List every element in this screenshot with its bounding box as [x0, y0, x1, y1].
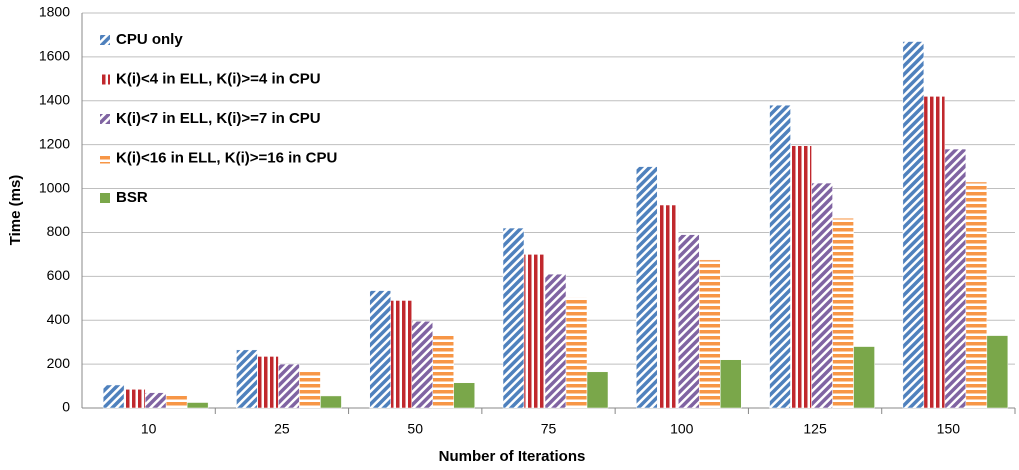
bar: [236, 349, 258, 409]
legend-label: CPU only: [116, 31, 183, 48]
legend-swatch: [100, 193, 110, 203]
y-tick-label: 1400: [39, 91, 70, 107]
bar: [523, 254, 546, 409]
bar: [657, 204, 679, 409]
legend-label: K(i)<4 in ELL, K(i)>=4 in CPU: [116, 70, 321, 87]
bar: [144, 392, 167, 409]
bar: [769, 104, 791, 409]
x-tick-label: 25: [274, 421, 290, 437]
y-tick-label: 1600: [39, 48, 70, 64]
x-tick-label: 125: [803, 421, 827, 437]
bar: [165, 394, 188, 409]
bar: [123, 389, 146, 409]
bar: [811, 182, 833, 409]
legend-label: BSR: [116, 189, 148, 206]
x-tick-label: 50: [407, 421, 423, 437]
bar: [544, 273, 567, 409]
y-tick-label: 200: [47, 355, 71, 371]
bar: [278, 363, 300, 409]
legend-swatch: [100, 74, 110, 85]
y-tick-label: 400: [47, 311, 71, 327]
y-tick-label: 1200: [39, 135, 70, 151]
bar: [853, 346, 875, 409]
bar: [986, 335, 1009, 409]
legend-label: K(i)<16 in ELL, K(i)>=16 in CPU: [116, 149, 337, 166]
bar: [369, 290, 391, 409]
bar: [320, 395, 342, 409]
bar: [944, 148, 967, 409]
legend-swatch: [100, 114, 110, 124]
bar: [502, 227, 525, 409]
x-tick-label: 10: [141, 421, 157, 437]
legend-swatch: [100, 153, 110, 164]
bar: [565, 296, 588, 409]
bar: [720, 359, 742, 409]
bar: [432, 335, 454, 409]
bar: [832, 217, 854, 409]
bar: [678, 234, 700, 409]
bar: [453, 382, 475, 409]
bar: [965, 181, 988, 409]
bar: [923, 96, 946, 409]
x-tick-label: 75: [541, 421, 557, 437]
x-tick-label: 100: [670, 421, 694, 437]
legend-swatch: [100, 35, 110, 45]
bar: [790, 145, 812, 409]
bar: [586, 371, 609, 409]
bar: [102, 384, 125, 409]
y-tick-label: 1800: [39, 4, 70, 20]
bar: [699, 259, 721, 409]
bar: [299, 371, 321, 409]
y-tick-label: 0: [62, 399, 70, 415]
bar: [186, 402, 209, 409]
bar: [257, 356, 279, 409]
x-tick-label: 150: [937, 421, 961, 437]
y-axis-label: Time (ms): [7, 175, 24, 246]
x-axis-label: Number of Iterations: [439, 448, 586, 465]
y-tick-label: 800: [47, 223, 71, 239]
bar: [390, 300, 412, 409]
bar: [636, 166, 658, 409]
bar: [902, 41, 925, 409]
y-tick-label: 600: [47, 267, 71, 283]
y-tick-label: 1000: [39, 179, 70, 195]
bar: [411, 321, 433, 409]
legend-label: K(i)<7 in ELL, K(i)>=7 in CPU: [116, 110, 321, 127]
